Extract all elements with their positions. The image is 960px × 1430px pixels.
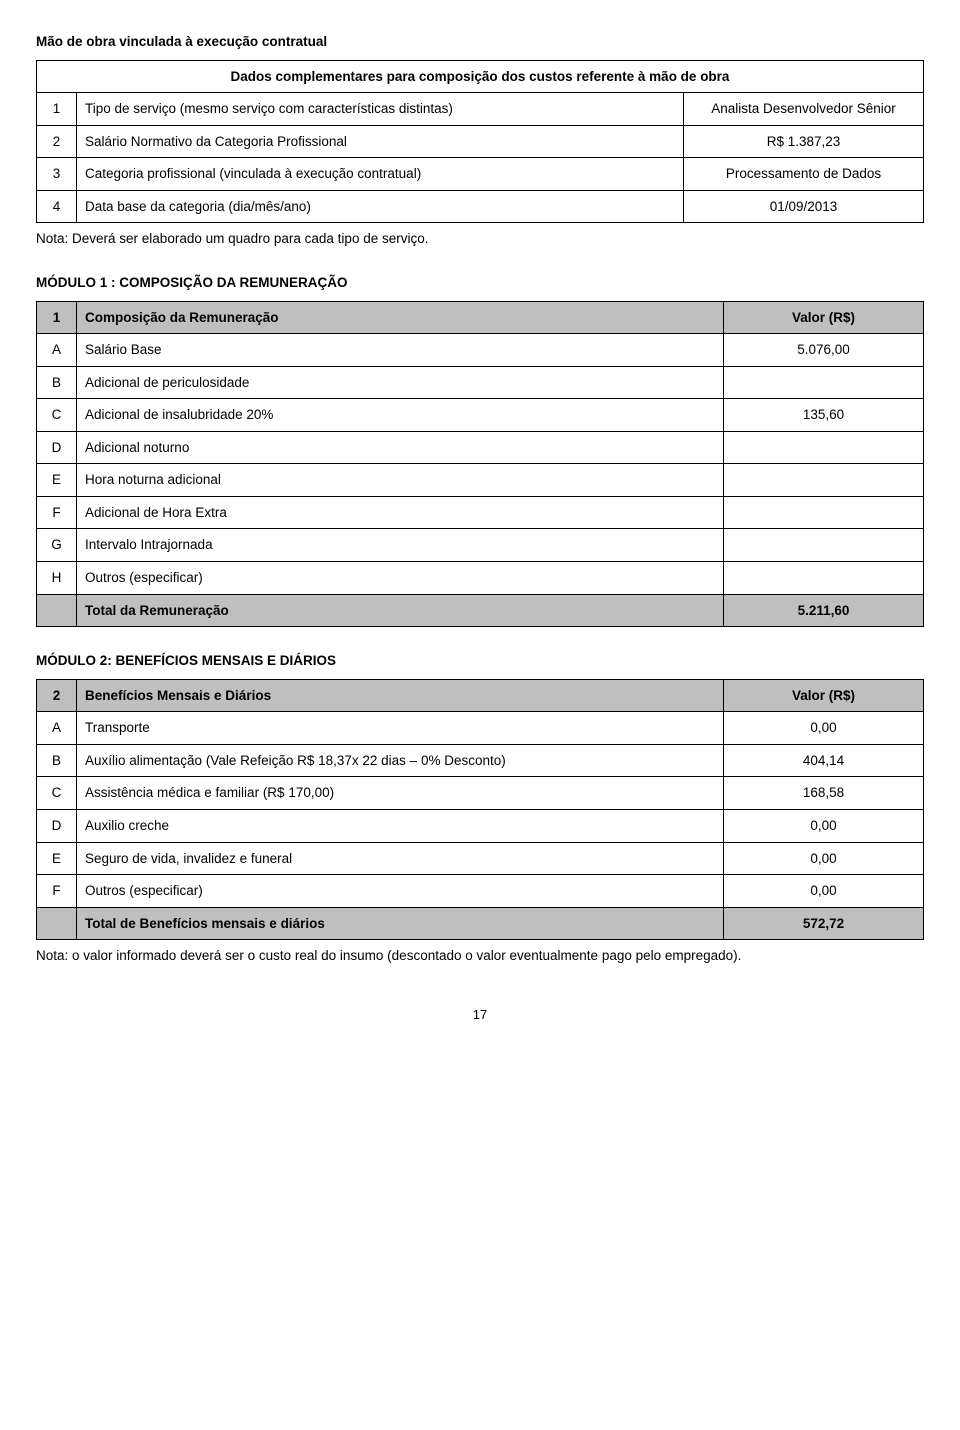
cell-index: 1 bbox=[37, 93, 77, 126]
table-row: ASalário Base5.076,00 bbox=[37, 334, 924, 367]
cell-label: Adicional de Hora Extra bbox=[77, 496, 724, 529]
section-title-labor: Mão de obra vinculada à execução contrat… bbox=[36, 32, 924, 52]
cell-value bbox=[724, 464, 924, 497]
cell-value: 0,00 bbox=[724, 712, 924, 745]
table-row: 4 Data base da categoria (dia/mês/ano) 0… bbox=[37, 190, 924, 223]
mod1-header-label: Composição da Remuneração bbox=[77, 301, 724, 334]
cell-label: Transporte bbox=[77, 712, 724, 745]
cell-label: Salário Base bbox=[77, 334, 724, 367]
cell-value: 5.076,00 bbox=[724, 334, 924, 367]
cell-value bbox=[724, 366, 924, 399]
cell-value bbox=[724, 431, 924, 464]
cell-label: Outros (especificar) bbox=[77, 875, 724, 908]
cell-index: F bbox=[37, 496, 77, 529]
cell-index bbox=[37, 594, 77, 627]
cell-value: 0,00 bbox=[724, 809, 924, 842]
mod1-total-value: 5.211,60 bbox=[724, 594, 924, 627]
cell-index: 4 bbox=[37, 190, 77, 223]
table-row: 3 Categoria profissional (vinculada à ex… bbox=[37, 158, 924, 191]
cell-index: C bbox=[37, 777, 77, 810]
table-row: GIntervalo Intrajornada bbox=[37, 529, 924, 562]
table-row: CAssistência médica e familiar (R$ 170,0… bbox=[37, 777, 924, 810]
mod2-header-n: 2 bbox=[37, 679, 77, 712]
cell-value bbox=[724, 496, 924, 529]
cell-index: C bbox=[37, 399, 77, 432]
mod1-total-row: Total da Remuneração 5.211,60 bbox=[37, 594, 924, 627]
labor-caption-row: Dados complementares para composição dos… bbox=[37, 60, 924, 93]
table-row: DAuxilio creche0,00 bbox=[37, 809, 924, 842]
cell-label: Tipo de serviço (mesmo serviço com carac… bbox=[77, 93, 684, 126]
cell-label: Assistência médica e familiar (R$ 170,00… bbox=[77, 777, 724, 810]
page-number: 17 bbox=[36, 1006, 924, 1025]
note-labor: Nota: Deverá ser elaborado um quadro par… bbox=[36, 229, 924, 249]
mod2-total-row: Total de Benefícios mensais e diários 57… bbox=[37, 907, 924, 940]
cell-value: Processamento de Dados bbox=[683, 158, 923, 191]
cell-index: A bbox=[37, 334, 77, 367]
mod2-header-row: 2 Benefícios Mensais e Diários Valor (R$… bbox=[37, 679, 924, 712]
cell-label: Hora noturna adicional bbox=[77, 464, 724, 497]
mod1-header-n: 1 bbox=[37, 301, 77, 334]
cell-value: 0,00 bbox=[724, 842, 924, 875]
table-mod2: 2 Benefícios Mensais e Diários Valor (R$… bbox=[36, 679, 924, 941]
cell-label: Categoria profissional (vinculada à exec… bbox=[77, 158, 684, 191]
cell-index: A bbox=[37, 712, 77, 745]
cell-index: D bbox=[37, 809, 77, 842]
mod2-total-value: 572,72 bbox=[724, 907, 924, 940]
table-row: ESeguro de vida, invalidez e funeral0,00 bbox=[37, 842, 924, 875]
cell-label: Auxilio creche bbox=[77, 809, 724, 842]
table-mod1: 1 Composição da Remuneração Valor (R$) A… bbox=[36, 301, 924, 628]
section-title-mod1: MÓDULO 1 : COMPOSIÇÃO DA REMUNERAÇÃO bbox=[36, 273, 924, 293]
table-row: FOutros (especificar)0,00 bbox=[37, 875, 924, 908]
cell-index: B bbox=[37, 744, 77, 777]
cell-label: Adicional de periculosidade bbox=[77, 366, 724, 399]
table-row: BAdicional de periculosidade bbox=[37, 366, 924, 399]
note-mod2: Nota: o valor informado deverá ser o cus… bbox=[36, 946, 924, 966]
cell-value: 168,58 bbox=[724, 777, 924, 810]
cell-index: 2 bbox=[37, 125, 77, 158]
cell-value: R$ 1.387,23 bbox=[683, 125, 923, 158]
cell-index: D bbox=[37, 431, 77, 464]
cell-index bbox=[37, 907, 77, 940]
table-labor: Dados complementares para composição dos… bbox=[36, 60, 924, 224]
cell-index: H bbox=[37, 562, 77, 595]
table-row: HOutros (especificar) bbox=[37, 562, 924, 595]
cell-label: Adicional noturno bbox=[77, 431, 724, 464]
table-row: 2 Salário Normativo da Categoria Profiss… bbox=[37, 125, 924, 158]
table-row: CAdicional de insalubridade 20%135,60 bbox=[37, 399, 924, 432]
labor-caption: Dados complementares para composição dos… bbox=[37, 60, 924, 93]
cell-index: E bbox=[37, 464, 77, 497]
cell-index: G bbox=[37, 529, 77, 562]
mod1-header-row: 1 Composição da Remuneração Valor (R$) bbox=[37, 301, 924, 334]
section-title-mod2: MÓDULO 2: BENEFÍCIOS MENSAIS E DIÁRIOS bbox=[36, 651, 924, 671]
cell-value: 404,14 bbox=[724, 744, 924, 777]
cell-label: Intervalo Intrajornada bbox=[77, 529, 724, 562]
cell-value: 0,00 bbox=[724, 875, 924, 908]
table-row: EHora noturna adicional bbox=[37, 464, 924, 497]
cell-label: Seguro de vida, invalidez e funeral bbox=[77, 842, 724, 875]
table-row: BAuxílio alimentação (Vale Refeição R$ 1… bbox=[37, 744, 924, 777]
cell-label: Outros (especificar) bbox=[77, 562, 724, 595]
cell-index: E bbox=[37, 842, 77, 875]
cell-value: 01/09/2013 bbox=[683, 190, 923, 223]
table-row: FAdicional de Hora Extra bbox=[37, 496, 924, 529]
cell-label: Auxílio alimentação (Vale Refeição R$ 18… bbox=[77, 744, 724, 777]
table-row: ATransporte0,00 bbox=[37, 712, 924, 745]
table-row: DAdicional noturno bbox=[37, 431, 924, 464]
table-row: 1 Tipo de serviço (mesmo serviço com car… bbox=[37, 93, 924, 126]
mod2-header-label: Benefícios Mensais e Diários bbox=[77, 679, 724, 712]
mod2-total-label: Total de Benefícios mensais e diários bbox=[77, 907, 724, 940]
cell-value bbox=[724, 562, 924, 595]
cell-label: Salário Normativo da Categoria Profissio… bbox=[77, 125, 684, 158]
cell-index: F bbox=[37, 875, 77, 908]
mod1-total-label: Total da Remuneração bbox=[77, 594, 724, 627]
cell-index: B bbox=[37, 366, 77, 399]
cell-label: Data base da categoria (dia/mês/ano) bbox=[77, 190, 684, 223]
cell-label: Adicional de insalubridade 20% bbox=[77, 399, 724, 432]
mod2-header-value: Valor (R$) bbox=[724, 679, 924, 712]
cell-index: 3 bbox=[37, 158, 77, 191]
mod1-header-value: Valor (R$) bbox=[724, 301, 924, 334]
cell-value: 135,60 bbox=[724, 399, 924, 432]
cell-value: Analista Desenvolvedor Sênior bbox=[683, 93, 923, 126]
cell-value bbox=[724, 529, 924, 562]
